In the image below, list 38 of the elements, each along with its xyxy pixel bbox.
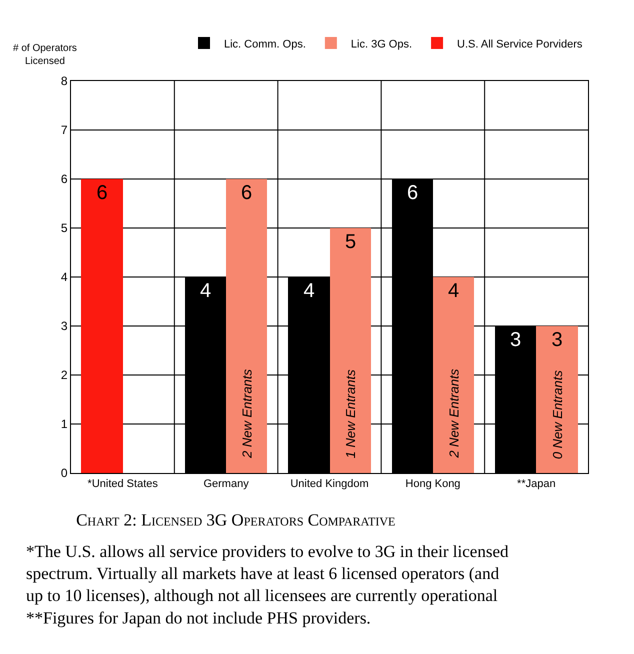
text: Chart 2: Licensed 3G Operators Comparative [76,510,396,530]
y-tick-label: 2 [60,368,68,382]
annotation: 1 New Entrants [342,369,358,458]
bar [330,228,371,473]
legend-label: Lic. 3G Ops. [350,38,412,50]
y-tick-label: 3 [60,319,68,334]
data-label: 6 [240,182,252,204]
data-label: 4 [303,280,315,302]
data-label: 6 [96,182,108,204]
y-tick-label: 7 [60,123,68,138]
y-tick-label: 1 [60,417,68,432]
bar [536,326,578,473]
y-axis-title: # of Operators Licensed [13,43,77,67]
data-label: 6 [406,182,418,204]
y-tick-label: 5 [60,221,68,236]
legend-label: U.S. All Service Porviders [457,38,583,50]
data-label: 5 [344,231,356,253]
y-tick-label: 8 [60,74,68,88]
annotation: 0 New Entrants [550,370,565,460]
legend-label: Lic. Comm. Ops. [224,38,306,50]
x-tick-label: Germany [203,478,250,490]
x-tick-label: **Japan [517,478,556,490]
bar [433,277,474,473]
text: *The U.S. allows all service providers to evolve to 3G in their licensed spectrum. Virtually all markets have at least 6 licensed operators (and up to 10 licenses), although not all licensees are currently operational **Figures for Japan do not include PHS providers. [26,542,509,628]
bar [81,179,123,473]
y-tick-label: 6 [60,172,68,186]
annotation: 2 New Entrants [446,368,462,459]
x-tick-label: *United States [88,478,158,490]
data-label: 4 [448,280,460,302]
data-label: 4 [200,280,212,302]
annotation: 2 New Entrants [240,368,255,459]
bar [226,179,267,473]
x-tick-label: Hong Kong [405,478,460,490]
data-label: 3 [510,329,522,351]
x-tick-label: United Kingdom [290,478,369,490]
y-tick-label: 0 [60,466,68,480]
y-tick-label: 4 [60,270,68,284]
data-label: 3 [551,329,563,351]
